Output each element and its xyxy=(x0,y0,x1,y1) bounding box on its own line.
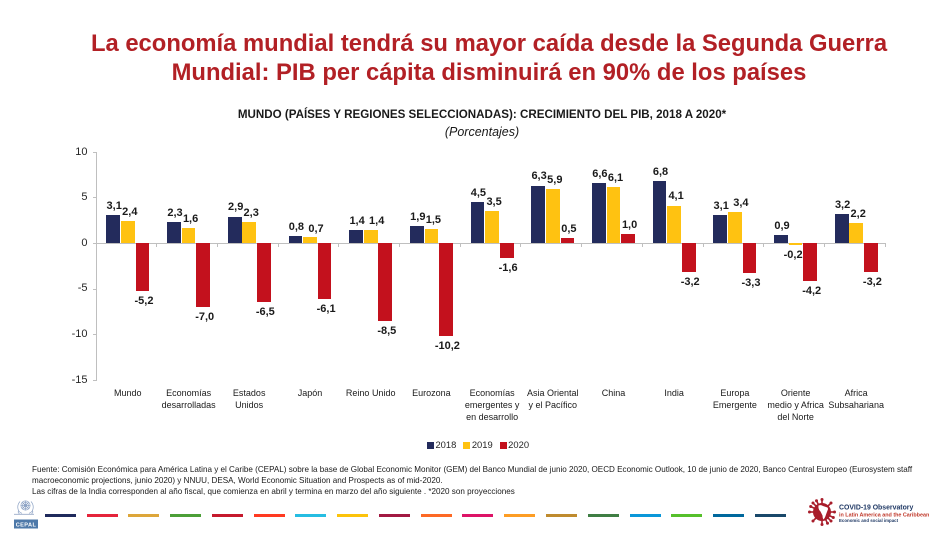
svg-text:Economic and social impact: Economic and social impact xyxy=(839,518,899,523)
svg-text:COVID-19 Observatory: COVID-19 Observatory xyxy=(839,505,913,512)
svg-text:in Latin America and the Carib: in Latin America and the Caribbean xyxy=(839,513,929,519)
svg-text:CEPAL: CEPAL xyxy=(16,522,37,528)
